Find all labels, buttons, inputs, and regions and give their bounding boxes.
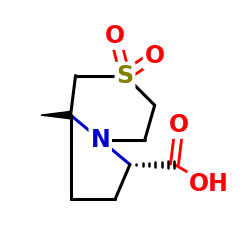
Text: N: N bbox=[90, 128, 110, 152]
Text: OH: OH bbox=[189, 172, 229, 196]
Text: O: O bbox=[169, 113, 190, 137]
Text: S: S bbox=[116, 64, 134, 88]
Text: O: O bbox=[144, 44, 165, 68]
Polygon shape bbox=[41, 112, 70, 119]
Text: O: O bbox=[105, 24, 125, 48]
